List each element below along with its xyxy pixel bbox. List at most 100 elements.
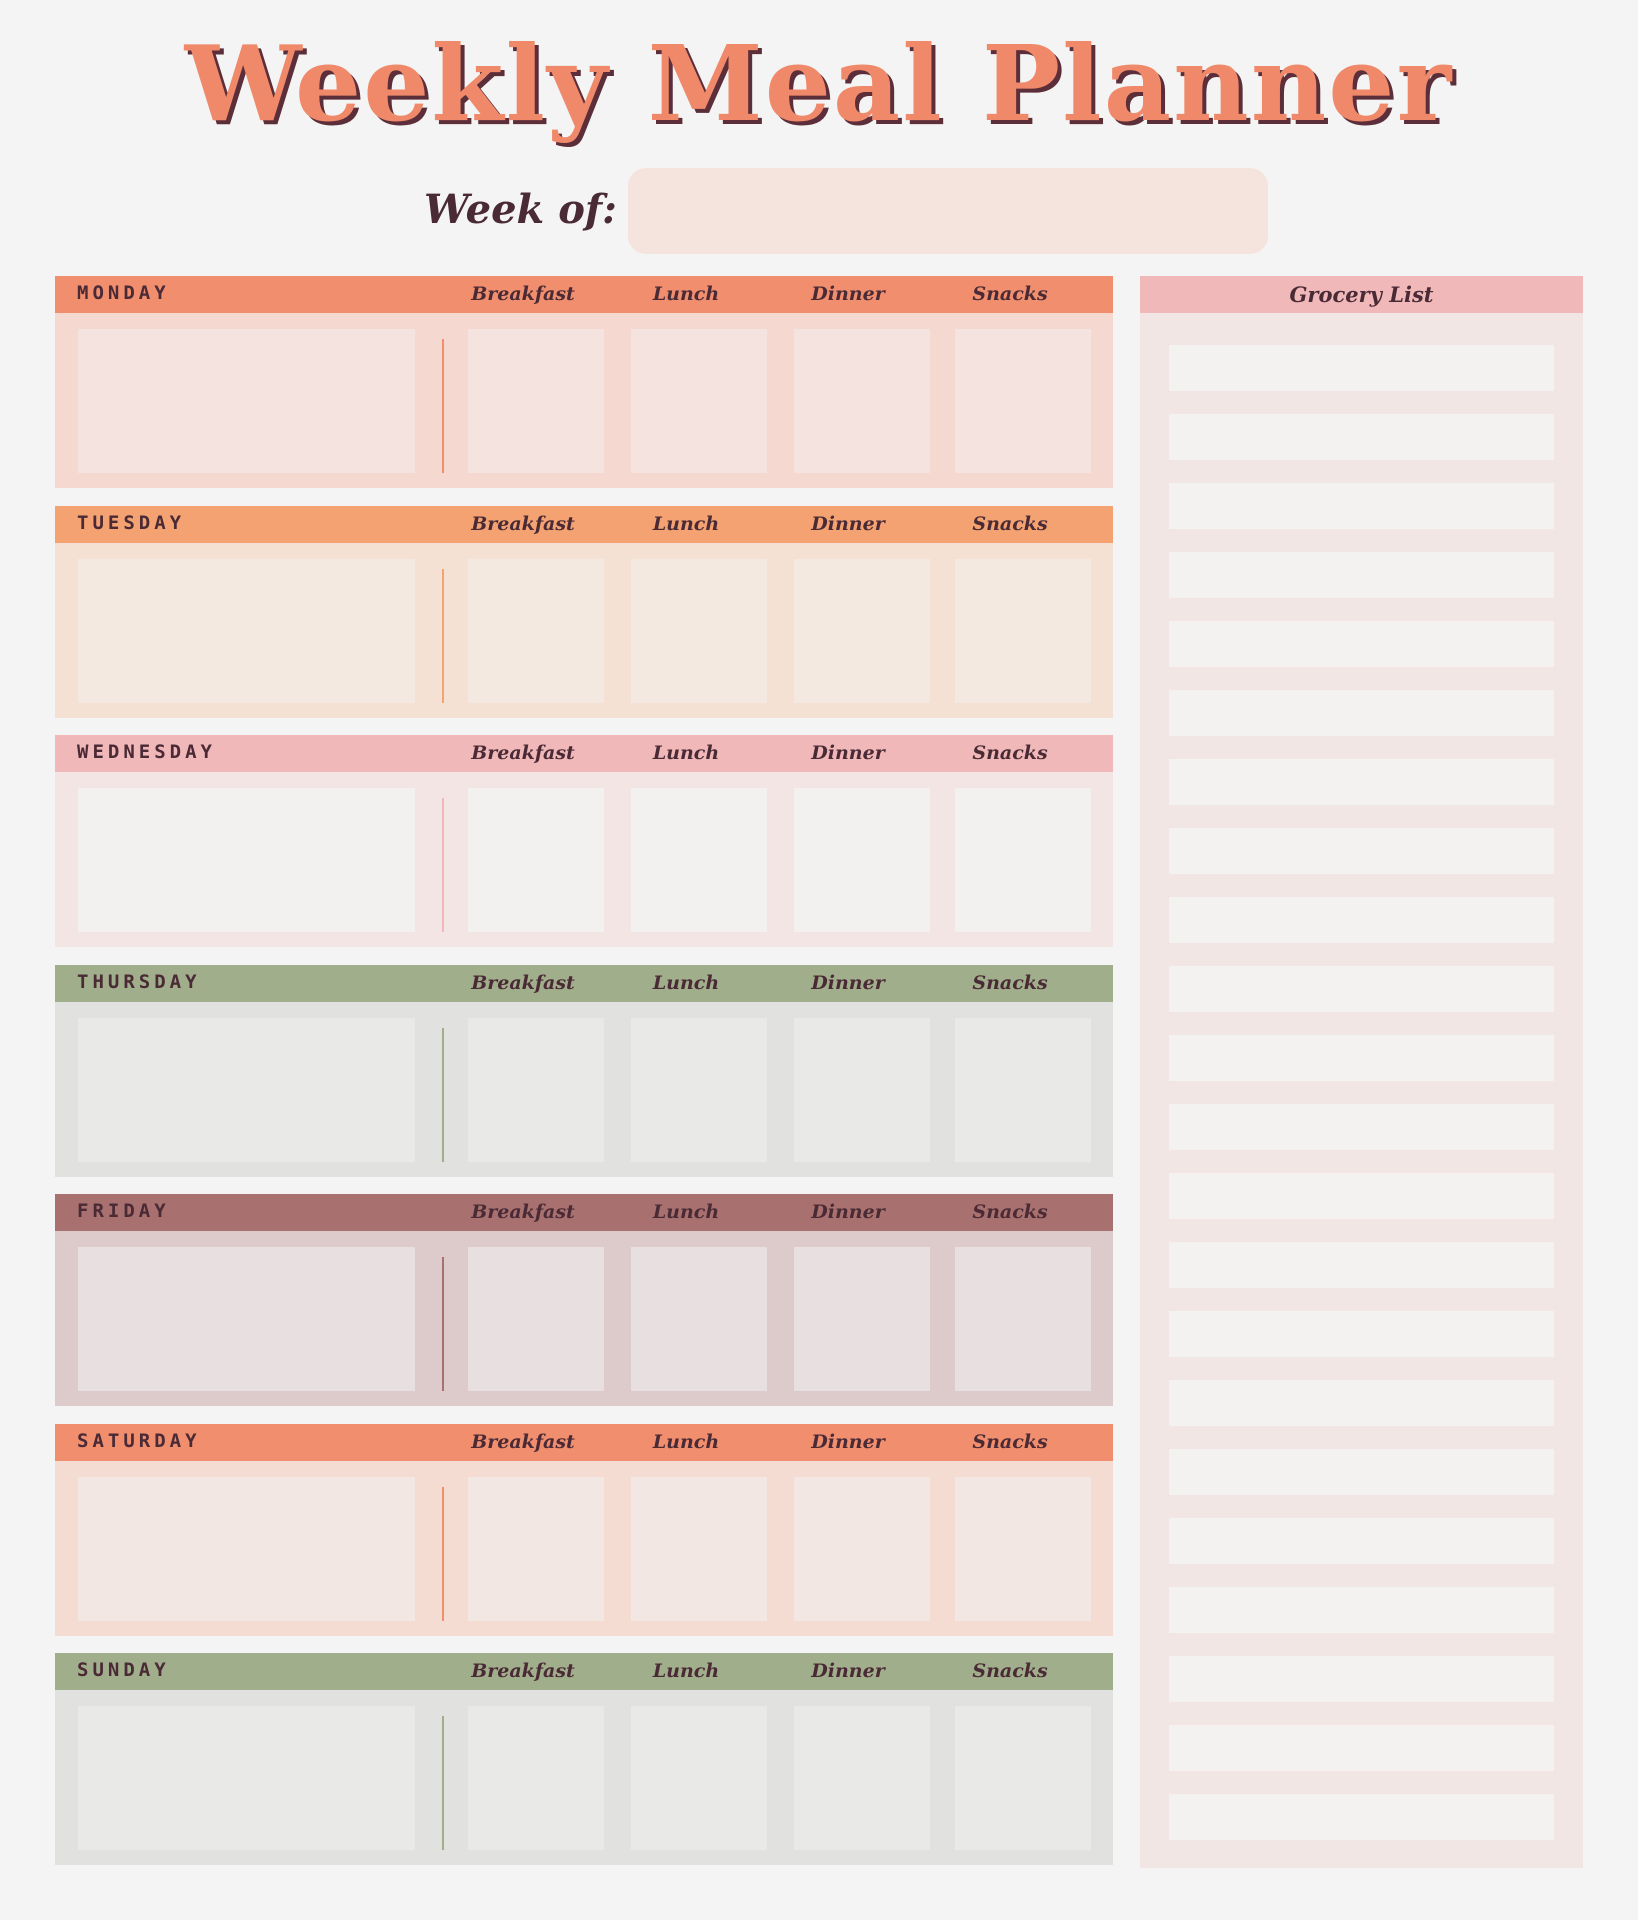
day-notes-field[interactable]: [78, 558, 415, 703]
snacks-field[interactable]: [955, 558, 1091, 703]
day-section-thursday: THURSDAY Breakfast Lunch Dinner Snacks: [55, 964, 1113, 1177]
meal-label-breakfast: Breakfast: [471, 283, 575, 305]
day-name: SUNDAY: [77, 1659, 170, 1681]
breakfast-field[interactable]: [468, 1706, 604, 1850]
lunch-field[interactable]: [631, 788, 767, 932]
day-notes-field[interactable]: [78, 329, 415, 473]
grocery-item-field[interactable]: [1169, 1449, 1554, 1495]
grocery-item-field[interactable]: [1169, 552, 1554, 598]
breakfast-field[interactable]: [468, 1247, 604, 1391]
meal-label-lunch: Lunch: [652, 283, 720, 305]
grocery-item-field[interactable]: [1169, 1104, 1554, 1150]
lunch-field[interactable]: [631, 1247, 767, 1391]
grocery-item-field[interactable]: [1169, 828, 1554, 874]
breakfast-field[interactable]: [468, 1017, 604, 1162]
day-notes-field[interactable]: [78, 1706, 415, 1850]
breakfast-field[interactable]: [468, 329, 604, 473]
divider: [442, 1486, 444, 1621]
day-body: [55, 772, 1113, 947]
day-name: MONDAY: [77, 282, 170, 304]
grocery-item-field[interactable]: [1169, 1794, 1554, 1840]
grocery-item-field[interactable]: [1169, 1035, 1554, 1081]
meal-label-dinner: Dinner: [811, 1430, 885, 1453]
meal-label-dinner: Dinner: [811, 283, 885, 305]
divider: [442, 1716, 444, 1850]
dinner-field[interactable]: [794, 788, 930, 932]
day-name: WEDNESDAY: [77, 741, 216, 763]
snacks-field[interactable]: [955, 1247, 1091, 1391]
meal-label-lunch: Lunch: [652, 512, 720, 535]
breakfast-field[interactable]: [468, 788, 604, 932]
day-notes-field[interactable]: [78, 1017, 415, 1162]
grocery-item-field[interactable]: [1169, 1587, 1554, 1633]
meal-label-breakfast: Breakfast: [471, 971, 575, 994]
snacks-field[interactable]: [955, 1017, 1091, 1162]
grocery-item-field[interactable]: [1169, 483, 1554, 529]
day-notes-field[interactable]: [78, 788, 415, 932]
grocery-item-field[interactable]: [1169, 1518, 1554, 1564]
grocery-item-field[interactable]: [1169, 414, 1554, 460]
dinner-field[interactable]: [794, 1017, 930, 1162]
day-section-wednesday: WEDNESDAY Breakfast Lunch Dinner Snacks: [55, 735, 1113, 947]
lunch-field[interactable]: [631, 558, 767, 703]
meal-label-snacks: Snacks: [972, 742, 1048, 764]
grocery-item-field[interactable]: [1169, 966, 1554, 1012]
meal-label-snacks: Snacks: [972, 512, 1048, 535]
snacks-field[interactable]: [955, 788, 1091, 932]
day-notes-field[interactable]: [78, 1247, 415, 1391]
meal-label-lunch: Lunch: [652, 1660, 720, 1682]
dinner-field[interactable]: [794, 1247, 930, 1391]
lunch-field[interactable]: [631, 1706, 767, 1850]
grocery-item-field[interactable]: [1169, 345, 1554, 391]
grocery-item-field[interactable]: [1169, 1173, 1554, 1219]
dinner-field[interactable]: [794, 329, 930, 473]
meal-label-dinner: Dinner: [811, 512, 885, 535]
day-header: SUNDAY Breakfast Lunch Dinner Snacks: [55, 1653, 1113, 1690]
day-header: SATURDAY Breakfast Lunch Dinner Snacks: [55, 1423, 1113, 1461]
meal-label-dinner: Dinner: [811, 1660, 885, 1682]
lunch-field[interactable]: [631, 329, 767, 473]
breakfast-field[interactable]: [468, 1476, 604, 1621]
grocery-item-field[interactable]: [1169, 621, 1554, 667]
week-of-input[interactable]: [628, 168, 1268, 254]
snacks-field[interactable]: [955, 329, 1091, 473]
meal-label-dinner: Dinner: [811, 742, 885, 764]
meal-label-lunch: Lunch: [652, 1430, 720, 1453]
breakfast-field[interactable]: [468, 558, 604, 703]
grocery-item-field[interactable]: [1169, 759, 1554, 805]
day-body: [55, 313, 1113, 488]
meal-label-breakfast: Breakfast: [471, 1201, 575, 1223]
grocery-item-field[interactable]: [1169, 1656, 1554, 1702]
day-body: [55, 1460, 1113, 1636]
dinner-field[interactable]: [794, 1706, 930, 1850]
meal-label-snacks: Snacks: [972, 283, 1048, 305]
day-name: THURSDAY: [77, 970, 201, 993]
day-body: [55, 1690, 1113, 1865]
day-header: MONDAY Breakfast Lunch Dinner Snacks: [55, 276, 1113, 313]
grocery-item-field[interactable]: [1169, 1311, 1554, 1357]
dinner-field[interactable]: [794, 558, 930, 703]
snacks-field[interactable]: [955, 1706, 1091, 1850]
day-name: SATURDAY: [77, 1429, 201, 1452]
divider: [442, 339, 444, 473]
lunch-field[interactable]: [631, 1017, 767, 1162]
meal-label-snacks: Snacks: [972, 1430, 1048, 1453]
snacks-field[interactable]: [955, 1476, 1091, 1621]
grocery-item-field[interactable]: [1169, 1242, 1554, 1288]
day-header: WEDNESDAY Breakfast Lunch Dinner Snacks: [55, 735, 1113, 772]
day-name: TUESDAY: [77, 511, 186, 534]
grocery-item-field[interactable]: [1169, 1380, 1554, 1426]
day-header: THURSDAY Breakfast Lunch Dinner Snacks: [55, 964, 1113, 1002]
grocery-item-field[interactable]: [1169, 1725, 1554, 1771]
grocery-item-field[interactable]: [1169, 897, 1554, 943]
day-header: FRIDAY Breakfast Lunch Dinner Snacks: [55, 1194, 1113, 1231]
grocery-list: Grocery List: [1140, 276, 1583, 1868]
meal-label-snacks: Snacks: [972, 1201, 1048, 1223]
day-notes-field[interactable]: [78, 1476, 415, 1621]
grocery-item-field[interactable]: [1169, 690, 1554, 736]
meal-label-lunch: Lunch: [652, 971, 720, 994]
dinner-field[interactable]: [794, 1476, 930, 1621]
day-header: TUESDAY Breakfast Lunch Dinner Snacks: [55, 505, 1113, 543]
divider: [442, 568, 444, 703]
lunch-field[interactable]: [631, 1476, 767, 1621]
